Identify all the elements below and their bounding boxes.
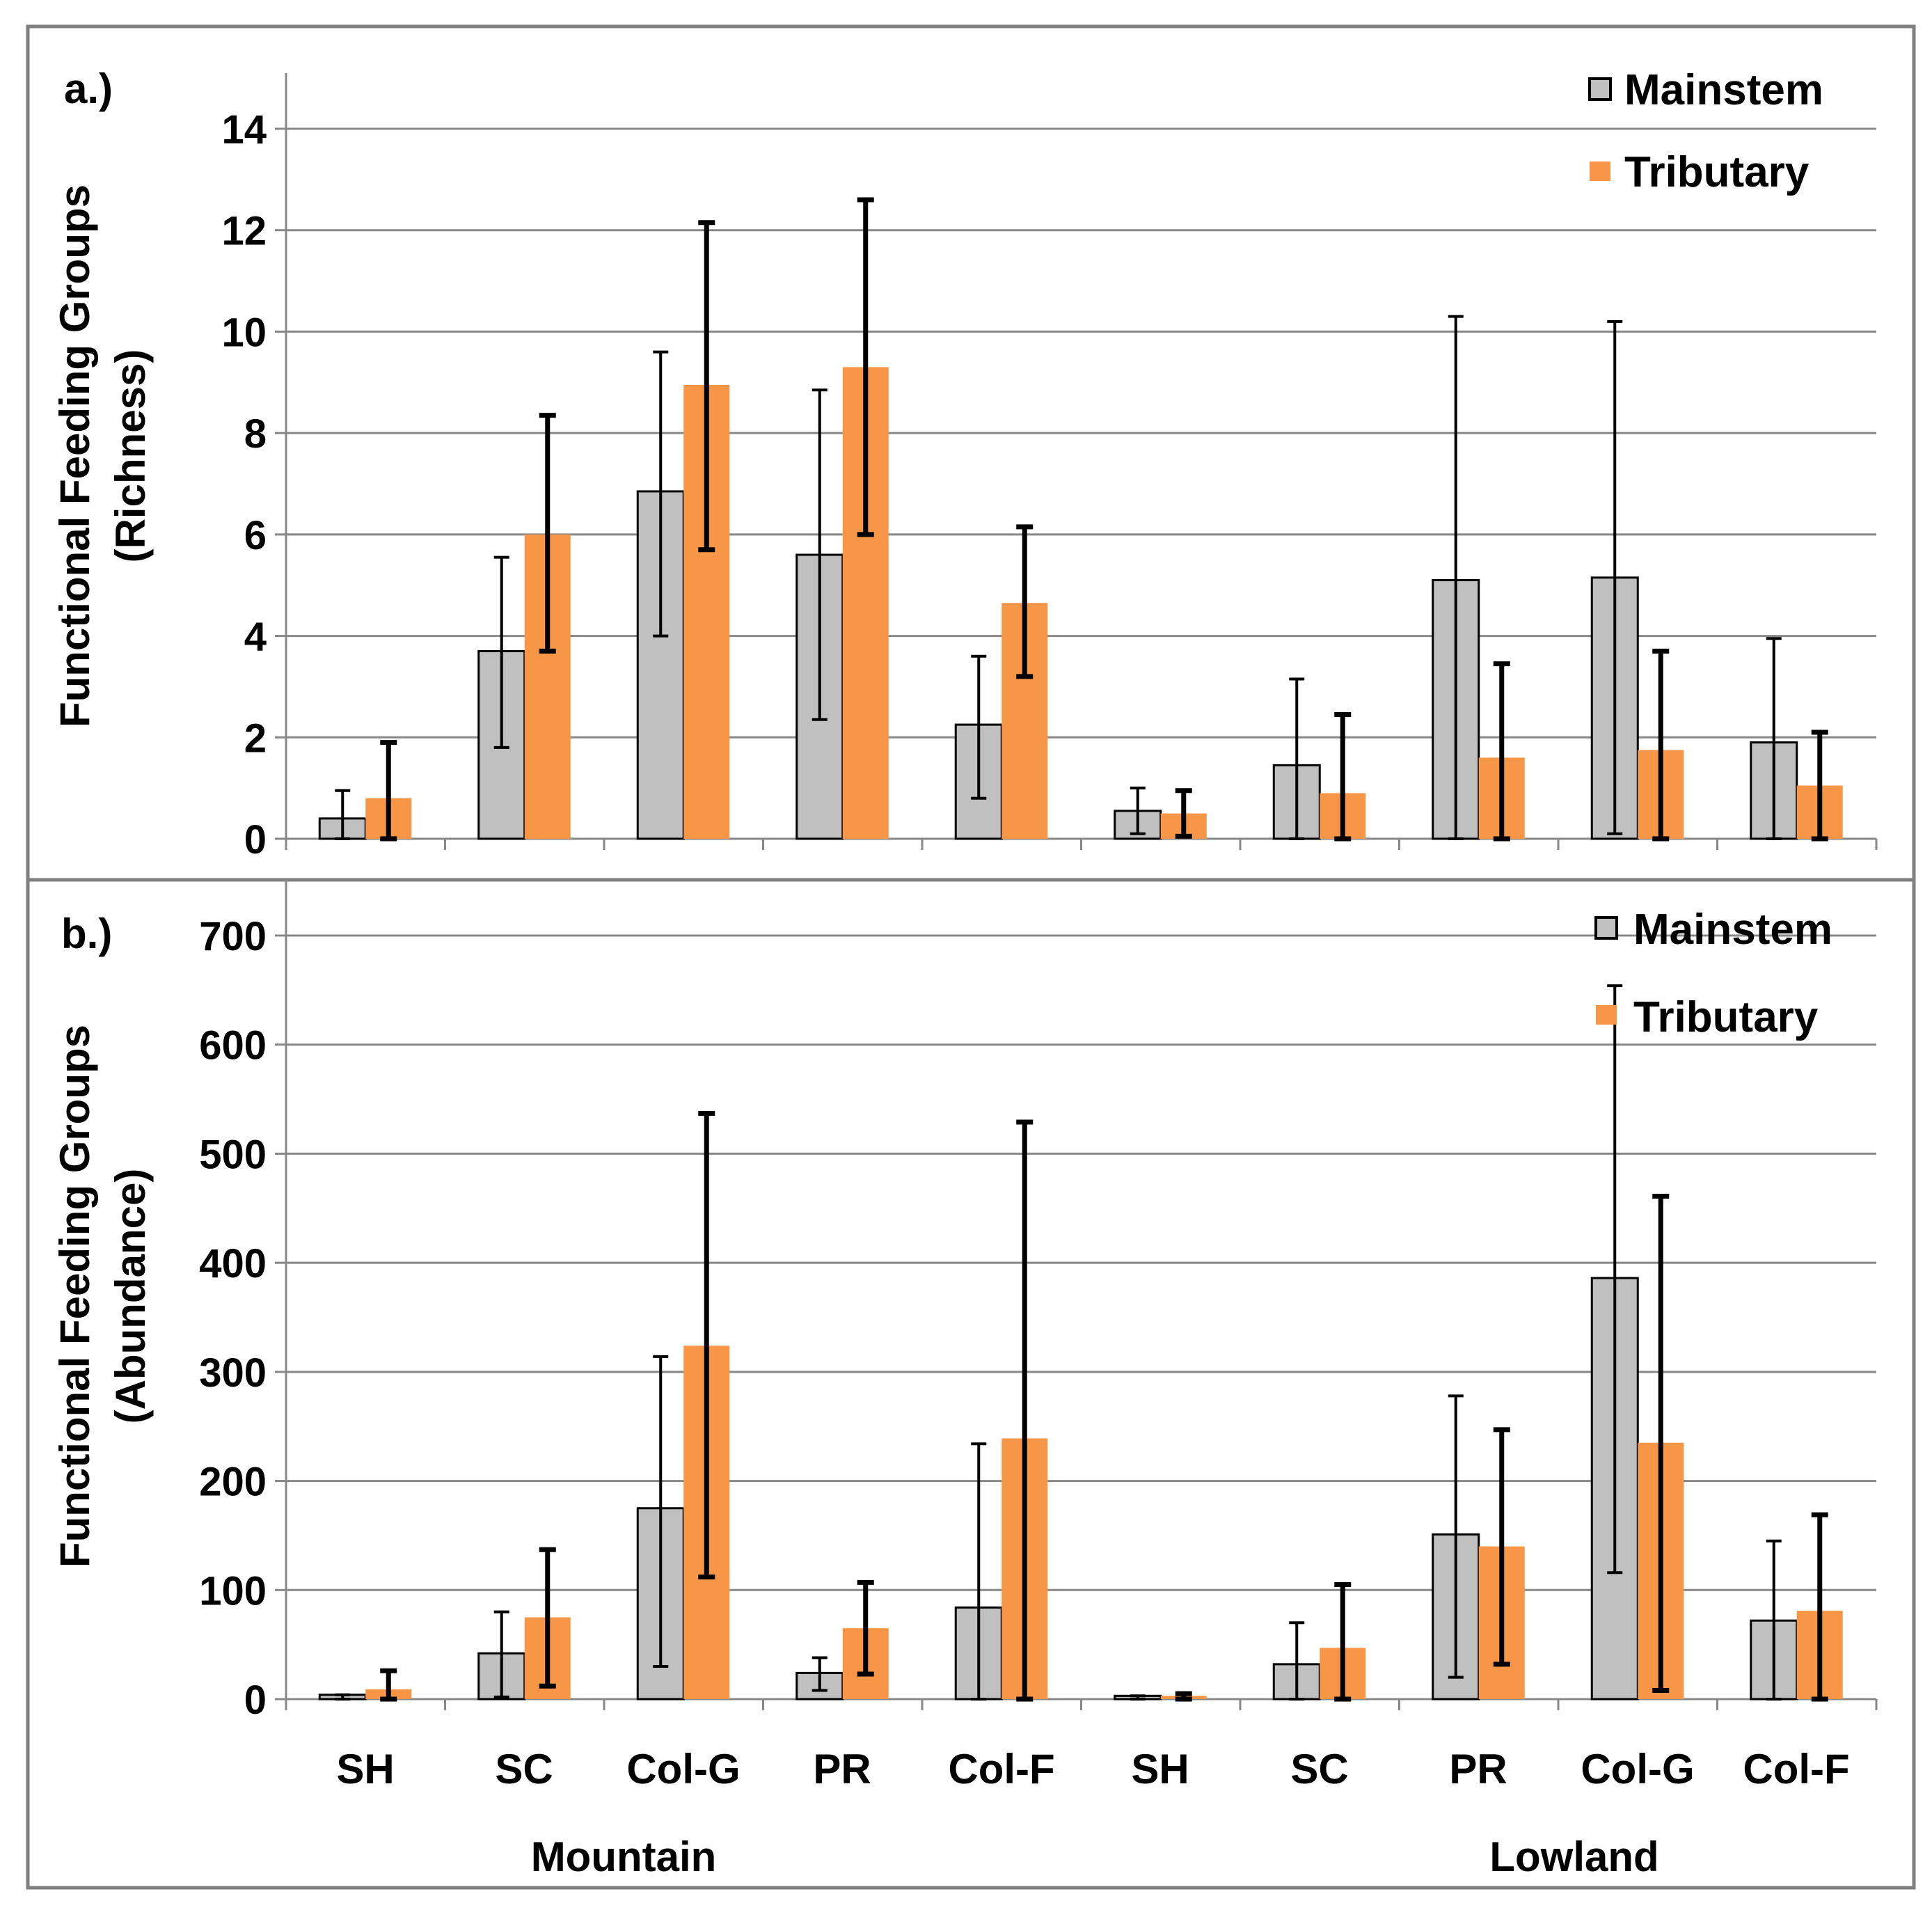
y-tick-label: 600 (199, 1023, 267, 1068)
x-tick-label: PR (813, 1746, 871, 1792)
panel-a-label: a.) (64, 65, 113, 112)
y-tick-label: 6 (244, 513, 267, 558)
y-tick-label: 200 (199, 1460, 267, 1505)
panel-a-ylabel-line1: Functional Feeding Groups (52, 184, 98, 727)
x-tick-label: Col-F (1743, 1746, 1849, 1792)
legend-b-mainstem-swatch (1594, 916, 1618, 940)
y-tick-label: 8 (244, 411, 267, 457)
legend-b-tributary-swatch (1596, 1005, 1617, 1025)
x-tick-label: Col-F (948, 1746, 1054, 1792)
x-tick-label: SH (1131, 1746, 1189, 1792)
legend-a-tributary-swatch (1590, 161, 1610, 181)
panel-b-ylabel-line2: (Abundance) (107, 1169, 154, 1424)
y-tick-label: 0 (244, 817, 267, 862)
legend-a-mainstem-swatch (1588, 77, 1612, 101)
legend-b-tributary-label: Tributary (1633, 993, 1819, 1041)
panel-a-chart: 0 2 4 6 8 10 12 14 (221, 73, 1878, 862)
y-tick-label: 100 (199, 1568, 267, 1614)
y-tick-label: 700 (199, 914, 267, 959)
panel-b-ylabel-line1: Functional Feeding Groups (52, 1025, 98, 1568)
panel-a-ylabel-line2: (Richness) (107, 349, 154, 563)
x-tick-label: SC (495, 1746, 553, 1792)
y-tick-label: 500 (199, 1132, 267, 1177)
y-tick-label: 10 (221, 310, 267, 355)
panel-b-label: b.) (61, 910, 112, 957)
legend-a-mainstem-label: Mainstem (1624, 66, 1823, 114)
panel-b-chart: 0 100 200 300 400 500 600 700 (199, 880, 1878, 1723)
x-tick-label: PR (1449, 1746, 1507, 1792)
y-tick-label: 300 (199, 1350, 267, 1396)
group-label-lowland: Lowland (1489, 1833, 1658, 1880)
x-tick-label: Col-G (626, 1746, 740, 1792)
legend-b-mainstem-label: Mainstem (1633, 906, 1832, 954)
y-tick-label: 14 (221, 107, 267, 152)
group-label-mountain: Mountain (531, 1833, 717, 1880)
x-tick-label: Col-G (1581, 1746, 1694, 1792)
legend-a-tributary-label: Tributary (1624, 148, 1810, 196)
y-tick-label: 0 (244, 1678, 267, 1723)
x-tick-label: SC (1290, 1746, 1348, 1792)
y-tick-label: 4 (244, 615, 267, 660)
y-tick-label: 2 (244, 716, 267, 761)
y-tick-label: 12 (221, 209, 267, 254)
y-tick-label: 400 (199, 1241, 267, 1286)
x-tick-label: SH (336, 1746, 394, 1792)
